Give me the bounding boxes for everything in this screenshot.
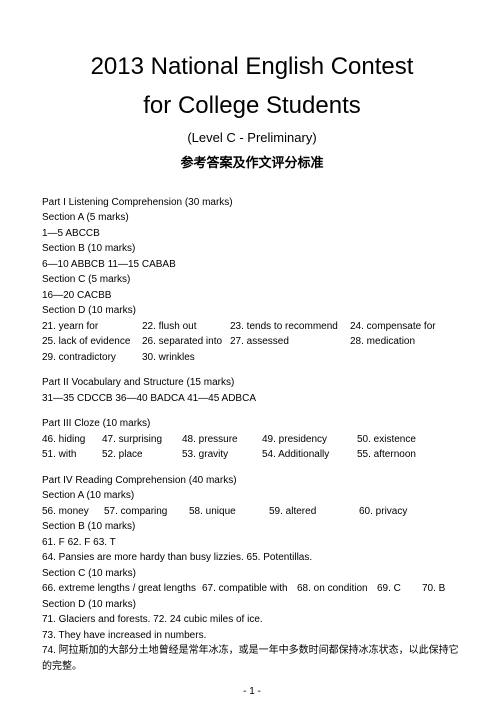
answer-46: 46. hiding (42, 432, 102, 448)
answers-6-15: 6—10 ABBCB 11—15 CABAB (42, 257, 462, 273)
answers-31-45: 31—35 CDCCB 36—40 BADCA 41—45 ADBCA (42, 391, 462, 407)
answer-48: 48. pressure (182, 432, 262, 448)
answer-29: 29. contradictory (42, 350, 142, 366)
answer-26: 26. separated into (142, 334, 230, 350)
answer-25: 25. lack of evidence (42, 334, 142, 350)
answers-71-72: 71. Glaciers and forests. 72. 24 cubic m… (42, 612, 462, 628)
answer-47: 47. surprising (102, 432, 182, 448)
answers-1-5: 1—5 ABCCB (42, 226, 462, 242)
answer-23: 23. tends to recommend (230, 319, 350, 335)
answer-55: 55. afternoon (357, 447, 416, 463)
section-a-header: Section A (5 marks) (42, 210, 462, 226)
answers-66-70: 66. extreme lengths / great lengths 67. … (42, 581, 462, 597)
part2-header: Part II Vocabulary and Structure (15 mar… (42, 375, 462, 391)
p4-section-c-header: Section C (10 marks) (42, 566, 462, 582)
answers-51-55: 51. with 52. place 53. gravity 54. Addit… (42, 447, 462, 463)
answer-52: 52. place (102, 447, 182, 463)
answer-58: 58. unique (189, 504, 269, 520)
answer-74: 74. 阿拉斯加的大部分土地曾经是常年冰冻，或是一年中多数时间都保持冰冻状态，以… (42, 643, 462, 674)
section-c-header: Section C (5 marks) (42, 272, 462, 288)
answer-73: 73. They have increased in numbers. (42, 628, 462, 644)
answer-68: 68. on condition (297, 581, 377, 597)
title-line2: for College Students (42, 87, 462, 124)
answers-56-60: 56. money 57. comparing 58. unique 59. a… (42, 504, 462, 520)
answers-25-28: 25. lack of evidence 26. separated into … (42, 334, 462, 350)
answer-60: 60. privacy (359, 504, 407, 520)
answer-70: 70. B (422, 581, 445, 597)
p4-section-a-header: Section A (10 marks) (42, 488, 462, 504)
answer-27: 27. assessed (230, 334, 350, 350)
answer-66: 66. extreme lengths / great lengths (42, 581, 202, 597)
answer-56: 56. money (42, 504, 104, 520)
answers-61-63: 61. F 62. F 63. T (42, 535, 462, 551)
answer-54: 54. Additionally (262, 447, 357, 463)
section-b-header: Section B (10 marks) (42, 241, 462, 257)
subtitle-cn: 参考答案及作文评分标准 (42, 153, 462, 173)
answer-21: 21. yearn for (42, 319, 142, 335)
answer-30: 30. wrinkles (142, 350, 195, 366)
answer-69: 69. C (377, 581, 422, 597)
answer-67: 67. compatible with (202, 581, 297, 597)
part1-header: Part I Listening Comprehension (30 marks… (42, 195, 462, 211)
answer-59: 59. altered (269, 504, 359, 520)
answers-21-24: 21. yearn for 22. flush out 23. tends to… (42, 319, 462, 335)
answer-57: 57. comparing (104, 504, 189, 520)
answer-28: 28. medication (350, 334, 415, 350)
answer-51: 51. with (42, 447, 102, 463)
answers-46-50: 46. hiding 47. surprising 48. pressure 4… (42, 432, 462, 448)
answer-50: 50. existence (357, 432, 416, 448)
answer-22: 22. flush out (142, 319, 230, 335)
p4-section-d-header: Section D (10 marks) (42, 597, 462, 613)
part4-header: Part IV Reading Comprehension (40 marks) (42, 473, 462, 489)
answer-53: 53. gravity (182, 447, 262, 463)
section-d-header: Section D (10 marks) (42, 303, 462, 319)
answer-49: 49. presidency (262, 432, 357, 448)
answers-64-65: 64. Pansies are more hardy than busy liz… (42, 550, 462, 566)
page-number: - 1 - (0, 684, 504, 700)
subtitle-en: (Level C - Preliminary) (42, 128, 462, 148)
answers-29-30: 29. contradictory 30. wrinkles (42, 350, 462, 366)
answer-24: 24. compensate for (350, 319, 436, 335)
answers-16-20: 16—20 CACBB (42, 288, 462, 304)
title-line1: 2013 National English Contest (42, 48, 462, 85)
part3-header: Part III Cloze (10 marks) (42, 416, 462, 432)
p4-section-b-header: Section B (10 marks) (42, 519, 462, 535)
